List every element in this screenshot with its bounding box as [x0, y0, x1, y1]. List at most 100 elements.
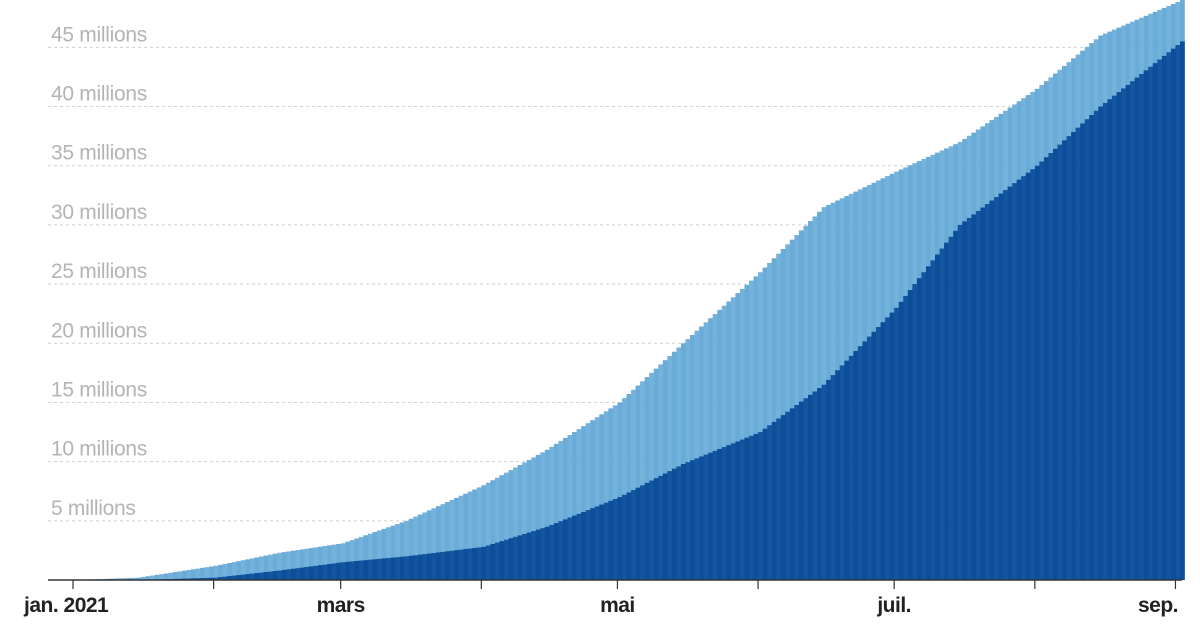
bar — [404, 556, 409, 580]
bar — [281, 552, 287, 580]
bar — [980, 207, 986, 581]
bar — [517, 465, 523, 580]
bar — [612, 405, 618, 580]
bar — [676, 347, 682, 580]
bar — [830, 375, 836, 580]
bar — [676, 466, 682, 580]
bar — [567, 517, 573, 580]
bar — [376, 558, 382, 580]
bar — [644, 482, 650, 580]
bar — [1152, 63, 1158, 580]
bar — [649, 480, 654, 580]
bar — [635, 385, 641, 580]
bar — [186, 578, 192, 580]
bar — [313, 547, 319, 580]
bar — [494, 542, 500, 580]
bar — [758, 272, 763, 580]
bar — [653, 368, 659, 580]
y-tick-label: 25 millions — [51, 260, 147, 283]
bar — [925, 266, 931, 580]
bar — [340, 543, 346, 580]
bar — [522, 462, 527, 580]
bar — [848, 355, 854, 580]
bar — [572, 515, 577, 580]
bar — [767, 262, 772, 580]
bar — [463, 549, 468, 580]
bar — [1066, 136, 1072, 580]
bar — [903, 295, 909, 580]
bar — [726, 301, 732, 580]
bar — [404, 520, 409, 580]
bar — [721, 447, 727, 580]
bar — [1021, 176, 1026, 580]
y-tick-label: 5 millions — [51, 497, 136, 520]
bar — [576, 429, 582, 580]
y-tick-label: 45 millions — [51, 23, 147, 46]
bar — [721, 305, 727, 580]
bar — [966, 217, 972, 580]
bar — [540, 528, 546, 580]
bar — [549, 524, 555, 580]
bar — [236, 561, 242, 580]
bar — [739, 288, 745, 580]
bar — [667, 471, 673, 580]
bar — [1125, 84, 1131, 580]
bar — [1143, 70, 1149, 581]
bar — [472, 547, 478, 580]
bar — [222, 563, 228, 580]
bar — [576, 513, 582, 580]
bar — [136, 577, 142, 580]
bar — [776, 253, 782, 580]
bar — [336, 562, 341, 580]
bar — [395, 557, 400, 580]
bar — [190, 569, 196, 580]
bar — [354, 538, 360, 580]
bar — [621, 494, 627, 580]
bar — [181, 570, 187, 580]
series-bars — [82, 0, 1185, 581]
bar — [422, 512, 428, 580]
bar — [204, 567, 210, 580]
bar — [195, 568, 201, 580]
bar — [236, 575, 242, 580]
bar — [817, 388, 822, 580]
bar — [1134, 77, 1140, 580]
bar — [1139, 73, 1144, 580]
bar — [694, 330, 700, 580]
bar — [581, 426, 586, 580]
bar — [485, 545, 491, 580]
bar — [599, 504, 605, 580]
bar — [971, 214, 977, 580]
bar — [413, 516, 419, 580]
bar — [703, 454, 709, 580]
bar — [290, 550, 296, 580]
bar — [612, 498, 618, 580]
bar — [608, 500, 614, 580]
bar — [531, 457, 537, 580]
bar — [1170, 48, 1176, 581]
bar — [259, 572, 264, 580]
bar — [907, 290, 913, 580]
bar — [862, 341, 868, 580]
bar — [776, 418, 782, 580]
bar — [249, 558, 255, 580]
bar — [1093, 110, 1099, 580]
bar — [866, 336, 872, 580]
bar — [626, 492, 632, 580]
bar — [118, 578, 124, 580]
bar — [231, 575, 237, 580]
bar — [390, 557, 396, 580]
bar — [535, 529, 541, 580]
bar — [699, 456, 704, 580]
bar — [317, 565, 323, 580]
bar — [739, 439, 745, 580]
bar — [449, 550, 455, 580]
bar — [308, 548, 314, 580]
bar — [726, 445, 732, 580]
bar — [159, 574, 164, 580]
bar — [535, 454, 541, 580]
bar — [1039, 161, 1045, 581]
bar — [581, 511, 586, 580]
bar — [349, 561, 355, 580]
bar — [481, 485, 487, 580]
